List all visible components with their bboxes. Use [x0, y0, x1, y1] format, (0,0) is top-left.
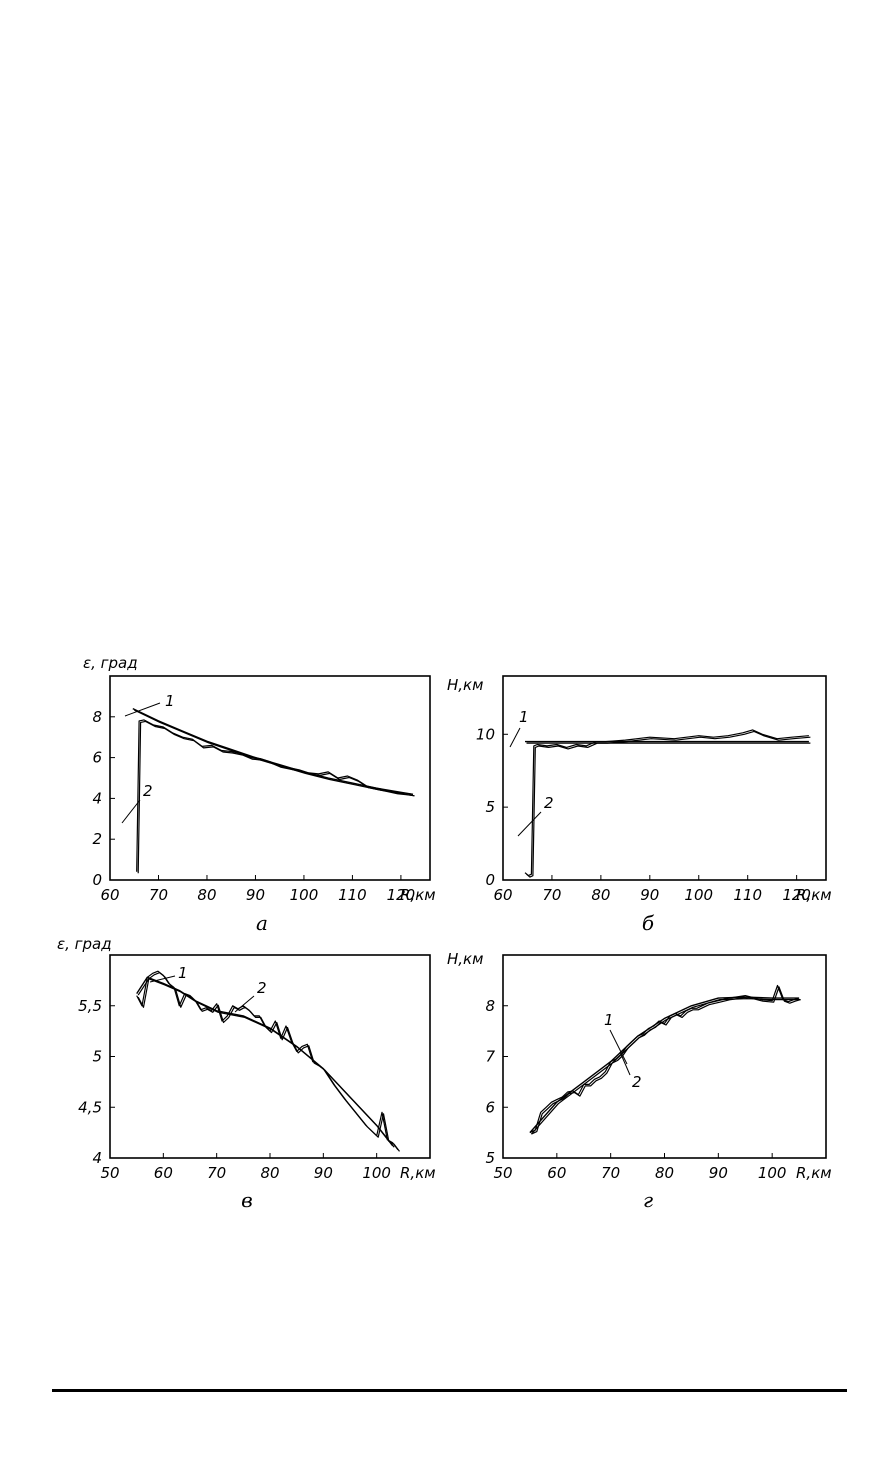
series-line-2 [529, 984, 800, 1134]
curve-label: 1 [604, 1011, 614, 1029]
panel-letter: а [256, 911, 268, 935]
y-tick-label: 4,5 [78, 1098, 102, 1116]
x-tick-label: 100 [758, 1164, 787, 1182]
leader-line [234, 995, 255, 1013]
chart-panel-1: 60 70 80 90 100 110 120 0 2 4 6 8 ε, град R,км 1 2 а [83, 654, 436, 935]
leader-line [509, 727, 521, 748]
chart-panel-2: 60 70 80 90 100 110 120 0 5 10 H,км R,км 1 2 б [447, 675, 832, 935]
x-axis-label: R,км [796, 1164, 832, 1182]
y-axis-label: H,км [447, 950, 483, 968]
y-tick-label: 6 [92, 749, 102, 767]
y-tick-label: 0 [92, 871, 102, 889]
leader-line [619, 1051, 631, 1076]
x-tick-label: 90 [640, 886, 659, 904]
x-tick-label: 50 [493, 1164, 512, 1182]
y-tick-label: 5,5 [78, 997, 102, 1015]
x-tick-label: 90 [709, 1164, 728, 1182]
panel-letter: б [642, 911, 655, 935]
leader-line [124, 702, 161, 717]
chart-panel-3: 50 60 70 80 90 100 4 4,5 5 5,5 ε, град R,км 1 2 в [57, 935, 436, 1212]
y-axis-label: ε, град [83, 654, 138, 672]
x-tick-label: 90 [314, 1164, 333, 1182]
x-tick-label: 80 [197, 886, 216, 904]
series-line-1 [132, 707, 414, 795]
x-tick-label: 70 [542, 886, 561, 904]
y-tick-label: 10 [476, 725, 495, 743]
y-tick-label: 5 [92, 1048, 102, 1066]
x-tick-label: 80 [260, 1164, 279, 1182]
y-tick-label: 4 [92, 789, 102, 807]
x-tick-label: 70 [601, 1164, 620, 1182]
y-tick-label: 6 [485, 1098, 495, 1116]
x-tick-label: 60 [100, 886, 119, 904]
y-tick-label: 5 [485, 798, 495, 816]
y-tick-label: 0 [485, 871, 495, 889]
x-tick-label: 120 [387, 886, 416, 904]
y-tick-label: 8 [92, 708, 102, 726]
x-tick-label: 80 [655, 1164, 674, 1182]
y-tick-label: 2 [92, 830, 102, 848]
x-axis-label: R,км [796, 886, 832, 904]
x-tick-label: 80 [591, 886, 610, 904]
series-trace-2 [531, 986, 801, 1135]
curve-label: 2 [257, 979, 267, 997]
y-tick-label: 5 [485, 1149, 495, 1167]
leader-line [609, 1029, 628, 1065]
x-tick-label: 50 [100, 1164, 119, 1182]
x-tick-label: 60 [154, 1164, 173, 1182]
y-axis-label: H,км [447, 676, 483, 694]
series-trace-2 [137, 720, 415, 874]
y-tick-label: 7 [485, 1048, 495, 1066]
x-tick-label: 100 [362, 1164, 391, 1182]
series-trace-1 [134, 709, 415, 797]
series-line-1 [529, 996, 800, 1134]
plot-frame [109, 954, 431, 1159]
leader-line [121, 799, 141, 824]
panel-letter: в [241, 1188, 253, 1212]
footer-rule [52, 1389, 847, 1392]
series-line-1 [136, 976, 394, 1147]
series-trace-1 [530, 997, 801, 1135]
series-line-2 [136, 719, 414, 872]
x-tick-label: 60 [547, 1164, 566, 1182]
curve-label: 2 [143, 782, 153, 800]
series-trace-2 [526, 730, 811, 878]
curve-label: 1 [178, 964, 188, 982]
series-trace-1 [137, 978, 395, 1148]
x-tick-label: 110 [733, 886, 762, 904]
curve-label: 1 [165, 692, 175, 710]
x-tick-label: 60 [493, 886, 512, 904]
x-tick-label: 100 [290, 886, 319, 904]
series-line-2 [136, 970, 399, 1151]
x-tick-label: 120 [782, 886, 811, 904]
plot-frame [502, 675, 827, 881]
panel-letter: г [643, 1188, 653, 1212]
x-tick-label: 90 [246, 886, 265, 904]
x-axis-label: R,км [400, 886, 436, 904]
curve-label: 2 [544, 794, 554, 812]
x-axis-label: R,км [400, 1164, 436, 1182]
series-line-2 [524, 729, 809, 877]
x-tick-label: 70 [207, 1164, 226, 1182]
x-tick-label: 110 [338, 886, 367, 904]
y-tick-label: 4 [92, 1149, 102, 1167]
curve-label: 1 [519, 708, 529, 726]
series-trace-2 [137, 972, 400, 1152]
leader-line [149, 975, 176, 983]
leader-line [517, 811, 542, 837]
curve-label: 2 [632, 1073, 642, 1091]
x-tick-label: 70 [149, 886, 168, 904]
chart-panel-4: 50 60 70 80 90 100 5 6 7 8 H,км R,км 1 2 г [447, 950, 832, 1212]
plot-frame [109, 675, 431, 881]
y-tick-label: 8 [485, 997, 495, 1015]
x-tick-label: 100 [684, 886, 713, 904]
y-axis-label: ε, град [57, 935, 112, 953]
